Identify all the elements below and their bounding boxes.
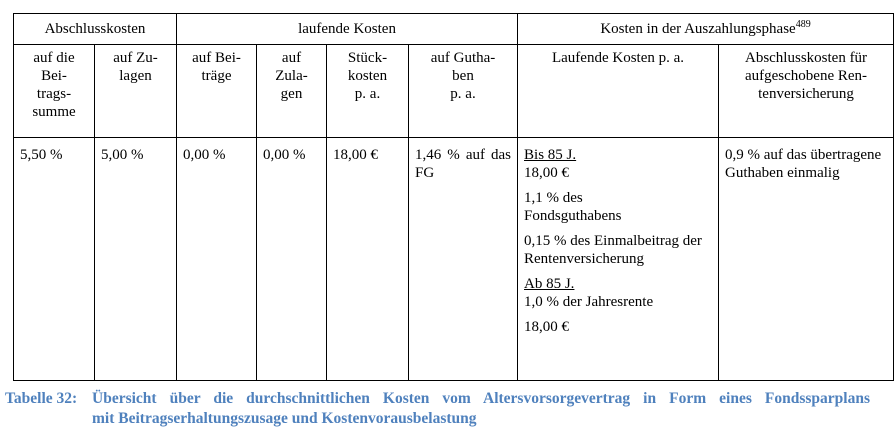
subheader-beitraege: auf Bei-träge: [176, 44, 257, 138]
subheader-guthaben: auf Gutha-ben p. a.: [407, 44, 519, 138]
cell-guthaben: 1,46 % auf das FG: [407, 137, 519, 381]
cell-laufende-kosten-pa: Bis 85 J. 18,00 € 1,1 % des Fondsguthabe…: [517, 137, 720, 381]
footnote-ref[interactable]: 489: [795, 19, 811, 30]
subheader-laufende-kosten-pa: Laufende Kosten p. a.: [517, 44, 720, 138]
list-item: 18,00 €: [524, 319, 570, 335]
list-item: 18,00 €: [524, 165, 570, 181]
group-header-row: Abschlusskosten laufende Kosten Kosten i…: [13, 13, 895, 45]
header-abschlusskosten: Abschlusskosten: [13, 13, 177, 45]
table-caption: Tabelle 32: Übersicht über die durchschn…: [5, 389, 870, 429]
caption-line-2: mit Beitragserhaltungszusage und Kostenv…: [92, 410, 477, 427]
subheader-abschlusskosten-rente: Abschlusskosten für aufgeschobene Ren-ten…: [718, 44, 895, 138]
sub-header-row: auf die Bei-trags-summe auf Zu-lagen auf …: [13, 44, 895, 138]
bis-85-label: Bis 85 J.: [524, 147, 577, 163]
caption-label: Tabelle 32:: [5, 390, 78, 407]
table-row: 5,50 % 5,00 % 0,00 % 0,00 % 18,00 € 1,46…: [13, 137, 895, 381]
subheader-zulagen: auf Zu-lagen: [94, 44, 177, 138]
header-auszahlungsphase: Kosten in der Auszahlungsphase489: [517, 13, 895, 45]
cell-beitraege: 0,00 %: [176, 137, 257, 381]
cost-table: Abschlusskosten laufende Kosten Kosten i…: [13, 13, 895, 381]
cell-zulagen-laufend: 0,00 %: [256, 137, 327, 381]
subheader-stueckkosten: Stück-kosten p. a.: [326, 44, 409, 138]
list-item: 1,0 % der Jahresrente: [524, 294, 654, 310]
ab-85-label: Ab 85 J.: [524, 276, 575, 292]
caption-line-1: Übersicht über die durchschnittlichen Ko…: [92, 390, 870, 407]
cell-zulagen: 5,00 %: [94, 137, 177, 381]
list-item: 0,15 % des Einmalbeitrag der Rentenversi…: [524, 233, 702, 267]
cell-stueckkosten: 18,00 €: [326, 137, 409, 381]
subheader-zulagen-laufend: auf Zula-gen: [256, 44, 327, 138]
cell-beitragssumme: 5,50 %: [13, 137, 95, 381]
list-item: 1,1 % des Fondsguthabens: [524, 190, 622, 224]
cell-abschlusskosten-rente: 0,9 % auf das übertragene Guthaben einma…: [718, 137, 895, 381]
subheader-beitragssumme: auf die Bei-trags-summe: [13, 44, 95, 138]
header-laufende-kosten: laufende Kosten: [175, 13, 519, 45]
